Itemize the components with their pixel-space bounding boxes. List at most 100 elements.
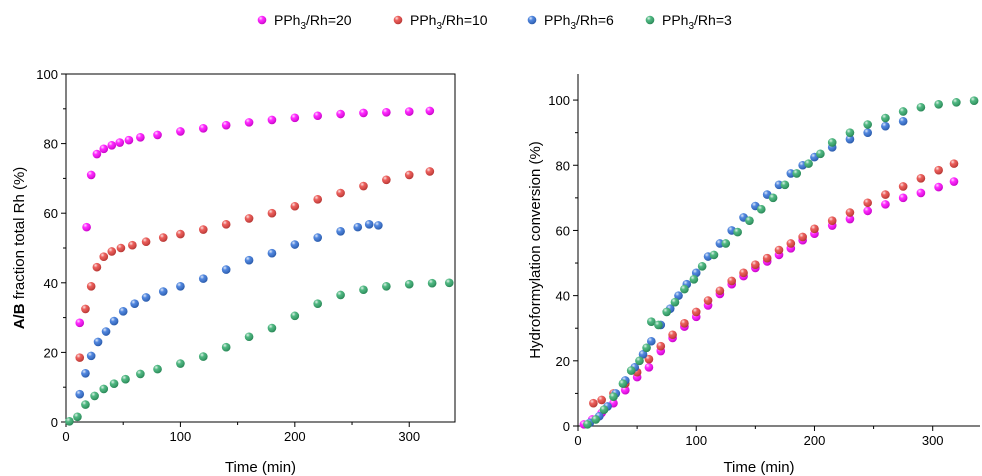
data-point xyxy=(644,363,654,372)
data-point xyxy=(654,320,663,330)
data-point xyxy=(952,98,961,107)
data-point xyxy=(153,364,162,374)
data-point xyxy=(756,204,766,214)
y-tick-label: 40 xyxy=(556,289,570,304)
data-point xyxy=(751,260,760,269)
data-point xyxy=(109,379,119,389)
data-point xyxy=(128,240,137,250)
data-point xyxy=(353,222,363,232)
data-point xyxy=(359,285,368,295)
data-point xyxy=(691,307,701,317)
data-point xyxy=(158,287,168,296)
data-point xyxy=(86,351,96,361)
data-point xyxy=(816,149,825,159)
x-tick-label: 100 xyxy=(685,433,707,448)
data-point xyxy=(680,319,689,328)
data-point xyxy=(949,159,959,168)
data-point xyxy=(99,252,109,261)
data-point xyxy=(90,391,99,401)
data-point xyxy=(198,225,208,234)
data-point xyxy=(244,118,254,127)
y-tick-label: 60 xyxy=(556,223,570,238)
data-point xyxy=(290,311,300,321)
data-point xyxy=(827,138,837,147)
data-point xyxy=(359,108,368,118)
data-point xyxy=(662,307,671,317)
data-point xyxy=(136,369,145,379)
data-point xyxy=(75,353,85,362)
data-point xyxy=(86,170,96,180)
series-1 xyxy=(75,167,435,362)
data-point xyxy=(81,304,90,314)
data-point xyxy=(863,128,872,137)
data-point xyxy=(118,307,128,316)
data-point xyxy=(949,177,959,186)
data-point xyxy=(583,420,592,429)
data-point xyxy=(124,135,134,145)
series-3 xyxy=(65,278,454,426)
series-0 xyxy=(579,177,959,429)
data-point xyxy=(626,366,636,375)
legend-item: PPh3/Rh=10 xyxy=(393,12,488,32)
data-point xyxy=(774,245,784,255)
data-point xyxy=(99,384,109,394)
data-point xyxy=(845,208,855,217)
legend-item: PPh3/Rh=3 xyxy=(645,12,732,32)
data-point xyxy=(107,247,117,256)
data-point xyxy=(916,188,926,198)
data-point xyxy=(75,318,85,328)
data-point xyxy=(336,109,345,119)
data-point xyxy=(198,274,208,283)
data-point xyxy=(609,392,618,401)
data-point xyxy=(691,268,701,278)
data-point xyxy=(798,232,807,242)
data-point xyxy=(827,216,837,225)
data-point xyxy=(670,297,680,307)
data-point xyxy=(898,182,908,191)
data-point xyxy=(425,167,435,176)
data-point xyxy=(364,220,374,229)
data-point xyxy=(697,261,707,271)
data-point xyxy=(93,337,103,347)
data-point xyxy=(642,343,651,353)
data-point xyxy=(198,123,208,133)
data-point xyxy=(82,222,91,232)
data-point xyxy=(244,214,254,223)
data-point xyxy=(267,115,277,125)
data-point xyxy=(313,299,323,308)
data-point xyxy=(647,336,656,346)
data-point xyxy=(141,293,151,302)
data-point xyxy=(934,100,943,109)
y-axis-title: Hydroformylation conversion (%) xyxy=(527,141,544,359)
y-tick-label: 60 xyxy=(44,206,58,221)
data-point xyxy=(638,349,648,359)
x-tick-label: 0 xyxy=(62,429,69,444)
data-point xyxy=(591,415,601,424)
data-point xyxy=(404,170,414,180)
legend-item: PPh3/Rh=6 xyxy=(527,12,614,32)
data-point xyxy=(382,107,391,117)
data-point xyxy=(92,262,102,272)
data-point xyxy=(644,354,654,364)
legend-label: PPh3/Rh=20 xyxy=(274,12,352,32)
axes: 0 100 200 300 0 20 40 60 80 100 Time (min) A/B frac… xyxy=(11,67,456,476)
data-point xyxy=(863,206,872,216)
data-point xyxy=(404,279,414,289)
data-point xyxy=(881,121,890,131)
data-point xyxy=(618,379,628,388)
y-axis-title: A/B fraction total Rh (%) xyxy=(11,167,28,330)
y-tick-label: 80 xyxy=(556,158,570,173)
data-point xyxy=(81,368,90,378)
data-point xyxy=(727,276,737,286)
data-point xyxy=(176,281,185,291)
data-point xyxy=(336,188,345,198)
data-point xyxy=(597,395,606,405)
series-3 xyxy=(583,96,979,429)
x-axis-title: Time (min) xyxy=(723,459,794,476)
data-point xyxy=(774,180,784,190)
data-point xyxy=(703,296,713,305)
chart-panel-left: 0 100 200 300 0 20 40 60 80 100 Time (min) A/B frac… xyxy=(11,67,456,476)
data-point xyxy=(382,281,391,291)
legend-label: PPh3/Rh=10 xyxy=(410,12,488,32)
data-point xyxy=(845,134,855,144)
